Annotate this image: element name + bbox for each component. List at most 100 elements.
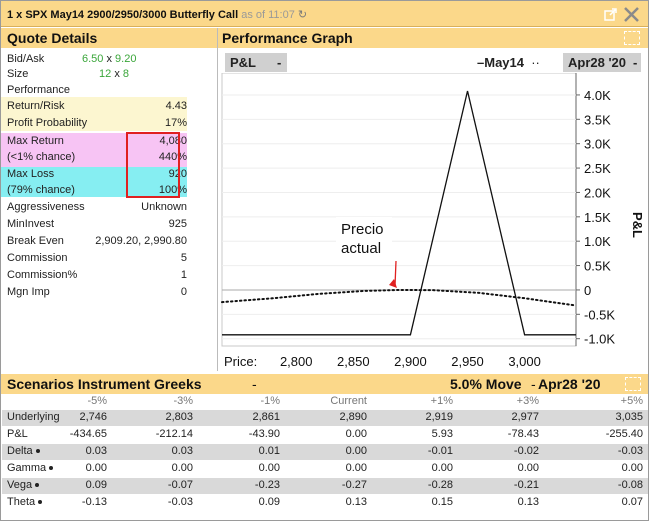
return-risk-value: 4.43 [165,100,187,112]
table-row: Vega 0.09 -0.07 -0.23 -0.27 -0.28 -0.21 -0.08 [2,478,648,494]
min-invest-value: 925 [168,218,187,230]
row-label: Theta [7,496,43,508]
table-cell: -78.43 [507,428,539,440]
info-dot-icon[interactable] [49,466,54,471]
row-label-text: Vega [7,479,33,491]
aggressiveness-label: Aggressiveness [7,201,85,213]
max-loss-row: Max Loss 920 [7,167,187,183]
table-cell: -0.08 [617,479,643,491]
y-tick-label: 2.0K [584,185,611,200]
scenarios-column-header-row: -5% -3% -1% Current +1% +3% +5% [2,394,648,410]
window-title-text: 1 x SPX May14 2900/2950/3000 Butterfly C… [7,9,239,21]
refresh-icon[interactable]: ↻ [297,9,308,21]
annotation-arrow [394,260,397,286]
scenarios-date[interactable]: Apr28 '20 [538,376,601,392]
scenarios-move[interactable]: 5.0% Move [450,376,522,392]
table-cell: -0.27 [341,479,367,491]
table-row: P&L -434.65 -212.14 -43.90 0.00 5.93 -78.43 -25… [2,427,648,443]
row-label-text: Delta [7,445,33,457]
commission-value: 5 [180,252,187,264]
x-tick-label: 2,900 [394,354,427,369]
y-tick-label: 3.5K [584,112,611,127]
size-row: Size 12 x 8 [7,67,187,83]
metric-dropdown[interactable]: P&L - [225,53,287,72]
x-axis-title: Price: [224,354,257,369]
column-header: -5% [87,395,107,407]
close-icon[interactable] [623,6,640,23]
bid-ask-label: Bid/Ask [7,53,45,65]
table-cell: -0.01 [427,445,453,457]
table-cell: 0.01 [258,445,280,457]
table-cell: 2,861 [252,411,280,423]
max-return-row: Max Return 4,080 [7,134,187,150]
table-cell: -0.23 [254,479,280,491]
legend-series-name: May14 [484,55,524,70]
table-cell: 0.00 [85,462,107,474]
return-risk-highlight [1,97,187,131]
info-dot-icon[interactable] [38,500,43,505]
table-row: Gamma 0.00 0.00 0.00 0.00 0.00 0.00 0.00 [2,461,648,477]
min-invest-row: MinInvest 925 [7,217,187,233]
quote-details-title: Quote Details [7,30,98,46]
info-dot-icon[interactable] [35,483,40,488]
max-return-value: 4,080 [159,135,187,147]
title-bar: 1 x SPX May14 2900/2950/3000 Butterfly C… [1,1,648,27]
max-loss-chance-label: (79% chance) [7,184,75,196]
annotation-line-1: Precio [341,221,384,238]
max-loss-value: 920 [168,168,187,180]
row-label-text: Theta [7,496,36,508]
row-label: Gamma [7,462,54,474]
row-label: Delta [7,445,40,457]
profit-probability-value: 17% [164,117,187,129]
table-cell: -212.14 [155,428,193,440]
info-dot-icon[interactable] [35,449,40,454]
performance-label-row: Performance [7,83,187,99]
y-tick-label: 0.5K [584,259,611,274]
bid-value: 6.50 [82,53,104,65]
ask-value: 9.20 [115,53,137,65]
commission-percent-value: 1 [180,269,187,281]
column-header: +5% [620,395,643,407]
table-cell: 0.00 [345,462,367,474]
break-even-value: 2,909.20, 2,990.80 [95,235,187,247]
metric-dropdown-value: P&L [230,55,256,70]
aggressiveness-row: Aggressiveness Unknown [7,200,187,216]
y-tick-label: -1.0K [584,332,615,347]
column-header: +1% [430,395,453,407]
as-of-time: as of 11:07 [241,9,295,21]
date-dropdown[interactable]: Apr28 '20 - [563,53,641,72]
series-line-today [221,288,577,307]
table-cell: 0.09 [258,496,280,508]
profit-probability-label: Profit Probability [7,117,88,129]
row-label: Underlying [7,411,60,423]
y-tick-label: 2.5K [584,161,611,176]
y-tick-label: 3.0K [584,137,611,152]
table-cell: 0.00 [171,462,193,474]
performance-graph-title: Performance Graph [222,30,353,46]
table-cell: -0.13 [81,496,107,508]
plot-area [221,73,577,347]
bid-ask-values: 6.50 x 9.20 [82,53,136,65]
chart-legend: –May14 ·· [477,55,540,70]
x-tick-label: 2,800 [280,354,313,369]
y-tick-label: -0.5K [584,307,615,322]
min-invest-label: MinInvest [7,218,55,230]
pnl-chart: 4.0K 3.5K 3.0K 2.5K 2.0K 1.5K 1.0K 0.5K 0 -0.5K -1… [221,73,645,369]
row-label-text: Underlying [7,411,60,423]
table-row: Underlying 2,746 2,803 2,861 2,890 2,919 2,977… [2,410,648,426]
y-tick-label: 0 [584,283,591,298]
chevron-down-icon: - [277,55,282,70]
profit-probability-row: Profit Probability 17% [7,116,187,132]
table-cell: -0.21 [513,479,539,491]
table-cell: 0.13 [345,496,367,508]
table-cell: 0.07 [621,496,643,508]
table-cell: 0.15 [431,496,453,508]
popout-icon[interactable] [604,8,617,21]
size-ask: 8 [122,68,129,80]
annotation-box [336,217,392,259]
size-values: 12 x 8 [99,68,129,80]
scenarios-expand-icon[interactable] [625,377,641,391]
table-cell: -0.03 [617,445,643,457]
expand-bracket-icon[interactable] [624,31,640,45]
